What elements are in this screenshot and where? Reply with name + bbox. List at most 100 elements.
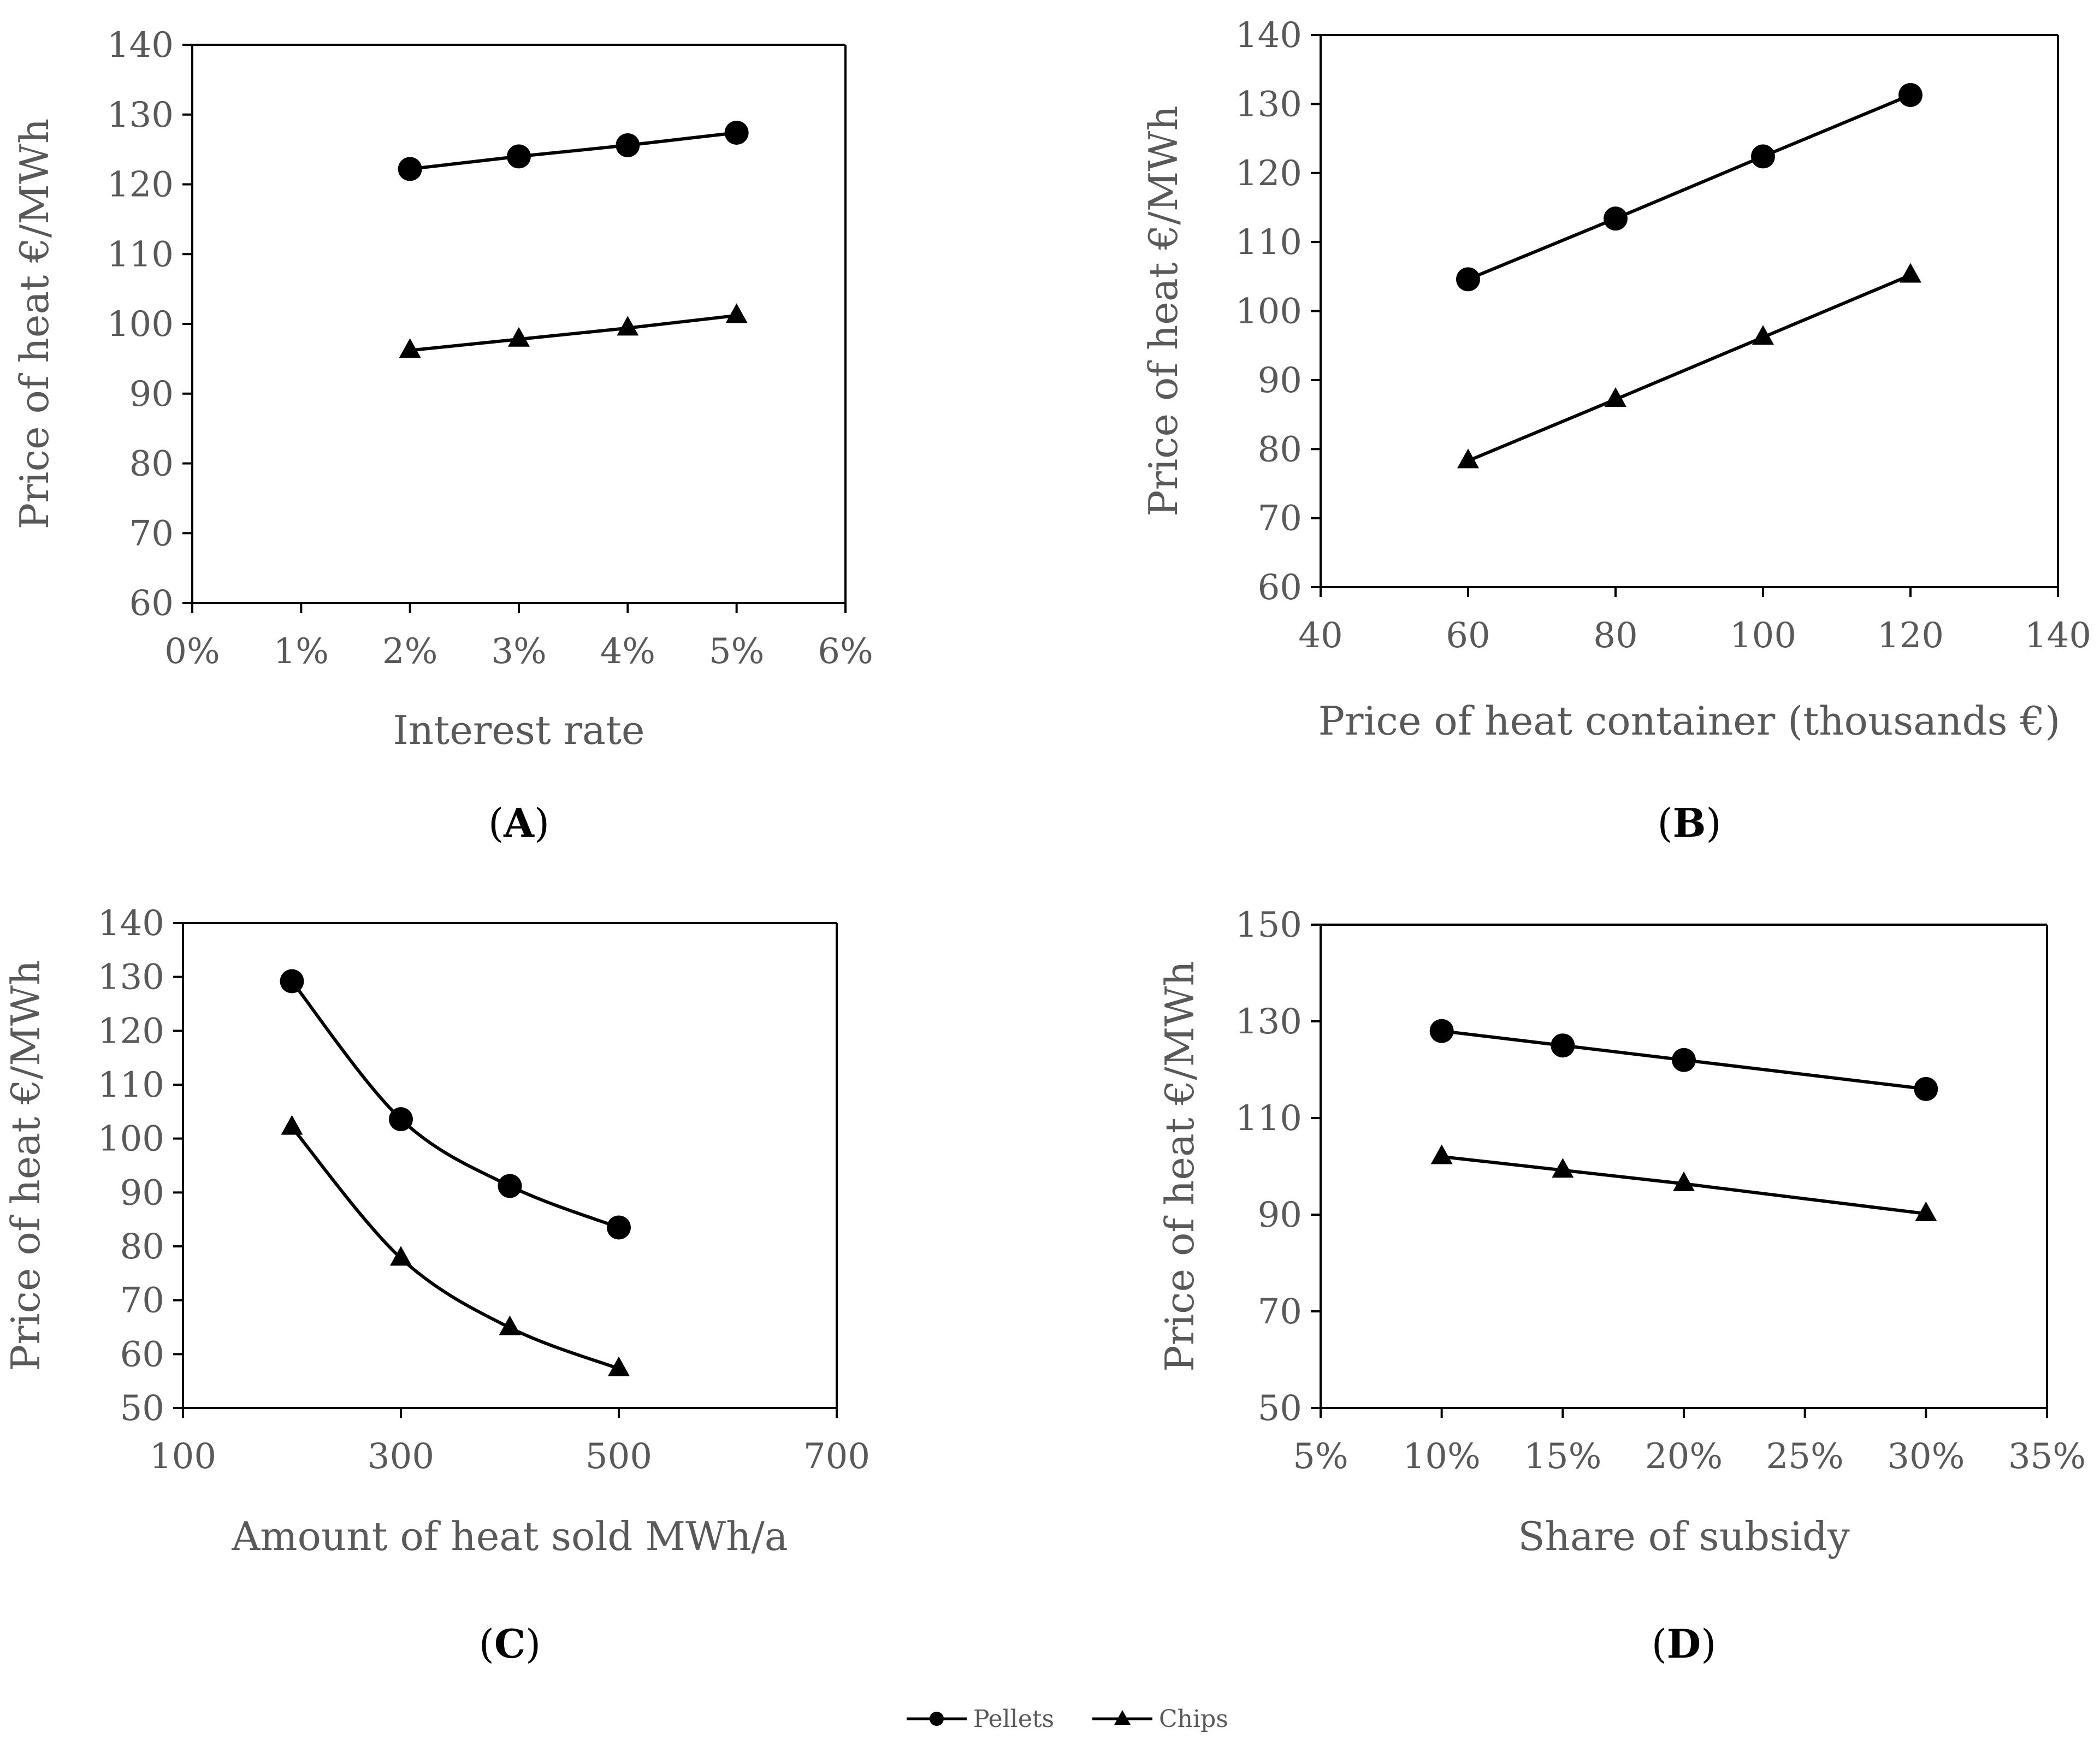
data-point-pellets <box>1604 206 1628 231</box>
series-pellets <box>398 120 749 181</box>
x-tick-label: 1% <box>274 631 329 672</box>
series-chips <box>399 303 748 358</box>
data-point-pellets <box>607 1215 631 1240</box>
chart-panel-a: 60 70 80 90 100 110 120 130 140 0% 1% 2% 3% 4% 5% 6% Int… <box>11 25 873 846</box>
data-point-chips <box>508 327 530 347</box>
y-tick-label: 80 <box>120 1227 164 1267</box>
y-tick-label: 130 <box>1235 84 1302 125</box>
panel-label: (A) <box>488 800 549 846</box>
series-line-pellets <box>1467 93 1912 281</box>
y-axis-label: Price of heat €/MWh <box>11 119 57 529</box>
x-tick-label: 35% <box>2008 1436 2086 1477</box>
y-tick-label: 140 <box>98 903 164 944</box>
y-tick-label: 90 <box>1258 360 1302 401</box>
data-point-pellets <box>1429 1019 1454 1043</box>
chart-panel-d: 50 70 90 110 130 150 5% 10% 15% 20% 25% 30% 35% Share… <box>1157 905 2086 1667</box>
series-line-chips <box>291 1126 620 1370</box>
y-tick-label: 110 <box>1235 1098 1302 1139</box>
x-tick-label: 20% <box>1645 1436 1723 1477</box>
y-tick-label: 60 <box>1258 567 1302 608</box>
y-tick-label: 120 <box>1235 153 1302 194</box>
data-point-chips <box>399 338 421 358</box>
y-axis-label: Price of heat €/MWh <box>1157 961 1203 1371</box>
data-point-pellets <box>280 969 304 993</box>
legend-marker-circle <box>930 1712 944 1726</box>
y-tick-label: 110 <box>107 234 174 275</box>
data-point-chips <box>1605 387 1626 407</box>
legend-item-pellets: Pellets <box>907 1705 1054 1733</box>
y-tick-label: 90 <box>1258 1195 1302 1235</box>
x-tick-label: 100 <box>150 1436 216 1477</box>
series-line-pellets <box>410 131 737 171</box>
data-point-pellets <box>1751 144 1775 169</box>
data-point-chips <box>1915 1201 1937 1221</box>
y-tick-label: 70 <box>1258 1292 1302 1332</box>
y-tick-label: 120 <box>107 165 174 205</box>
data-point-pellets <box>1914 1076 1938 1101</box>
x-tick-label: 4% <box>600 631 656 672</box>
series-pellets <box>280 969 631 1240</box>
chart-panel-b: 60 70 80 90 100 110 120 130 140 40 60 80 100 120 140 Pr… <box>1140 15 2091 846</box>
y-tick-label: 100 <box>107 304 174 345</box>
x-axis-label: Interest rate <box>393 707 644 753</box>
data-point-chips <box>1752 325 1774 345</box>
data-point-pellets <box>1672 1048 1696 1072</box>
x-axis-label: Share of subsidy <box>1518 1513 1850 1559</box>
series-line-chips <box>410 313 737 352</box>
data-point-chips <box>617 316 639 336</box>
panels: 60 70 80 90 100 110 120 130 140 0% 1% 2% 3% 4% 5% 6% Int… <box>3 15 2091 1667</box>
x-tick-label: 3% <box>491 631 547 672</box>
data-point-chips <box>1900 263 1921 283</box>
y-tick-label: 70 <box>120 1281 164 1321</box>
x-tick-label: 700 <box>803 1436 870 1477</box>
data-point-chips <box>281 1115 303 1135</box>
x-axis-label: Amount of heat sold MWh/a <box>231 1513 788 1559</box>
chart-panel-c: 50 60 70 80 90 100 110 120 130 140 100 300 500 700 Amo… <box>3 903 870 1667</box>
series-chips <box>1430 1144 1937 1221</box>
data-point-chips <box>499 1315 521 1335</box>
data-point-pellets <box>389 1107 413 1132</box>
y-tick-label: 140 <box>1235 15 1302 56</box>
data-point-chips <box>1430 1144 1453 1164</box>
x-tick-label: 10% <box>1403 1436 1481 1477</box>
y-tick-label: 90 <box>120 1173 164 1213</box>
series-chips <box>281 1115 630 1376</box>
data-point-pellets <box>1456 267 1480 292</box>
y-tick-label: 80 <box>1258 429 1302 470</box>
y-tick-label: 130 <box>107 95 174 135</box>
x-tick-label: 0% <box>164 631 220 672</box>
x-tick-label: 500 <box>585 1436 652 1477</box>
y-tick-label: 70 <box>1258 499 1302 539</box>
y-tick-label: 150 <box>1235 905 1302 945</box>
y-tick-label: 60 <box>129 583 174 624</box>
series-line-pellets <box>1441 1029 1926 1091</box>
series-chips <box>1457 263 1921 469</box>
x-tick-label: 15% <box>1524 1436 1601 1477</box>
y-tick-label: 140 <box>107 25 174 66</box>
data-point-chips <box>1552 1158 1574 1178</box>
series-line-pellets <box>291 980 620 1229</box>
data-point-pellets <box>507 144 531 169</box>
y-tick-label: 50 <box>120 1388 164 1429</box>
x-tick-label: 80 <box>1593 616 1637 656</box>
y-tick-label: 100 <box>1235 292 1302 332</box>
y-tick-label: 50 <box>1258 1388 1302 1429</box>
x-tick-label: 2% <box>382 631 438 672</box>
panel-label: (C) <box>479 1620 541 1667</box>
series-line-chips <box>1467 274 1912 463</box>
y-tick-label: 130 <box>1235 1002 1302 1042</box>
x-tick-label: 30% <box>1887 1436 1965 1477</box>
panel-label: (B) <box>1657 800 1721 846</box>
panel-label: (D) <box>1652 1620 1717 1667</box>
y-axis-label: Price of heat €/MWh <box>1140 105 1186 516</box>
x-tick-label: 40 <box>1298 616 1342 656</box>
series-pellets <box>1429 1019 1938 1101</box>
y-tick-label: 90 <box>129 374 174 415</box>
x-tick-label: 6% <box>818 631 873 672</box>
y-tick-label: 110 <box>98 1065 164 1105</box>
y-tick-label: 110 <box>1235 222 1302 263</box>
data-point-chips <box>390 1246 412 1266</box>
legend-label: Chips <box>1159 1705 1228 1733</box>
series-pellets <box>1456 82 1922 292</box>
data-point-chips <box>725 303 748 323</box>
